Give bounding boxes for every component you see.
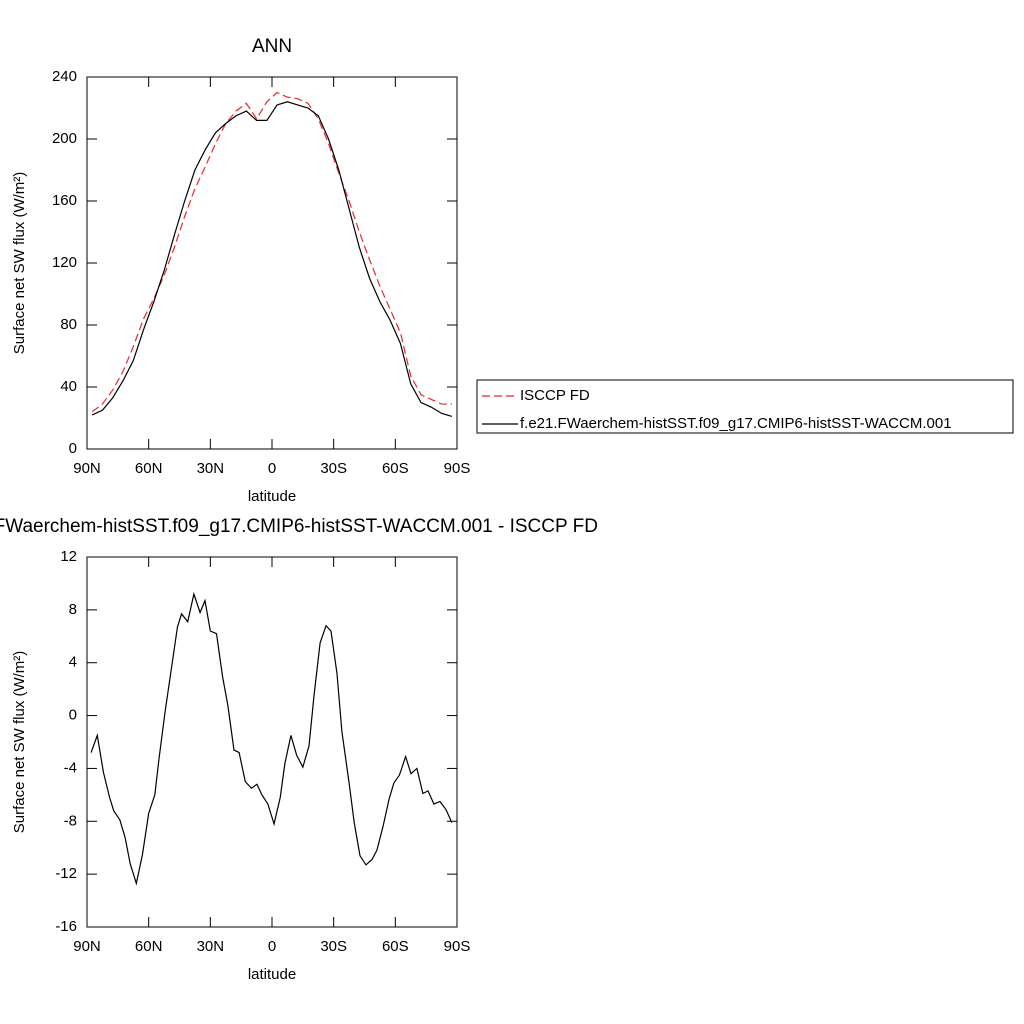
y-tick-label: 40 (60, 378, 77, 395)
y-tick-label: 12 (60, 548, 77, 565)
y-tick-label: 240 (52, 68, 77, 85)
data-line (91, 91, 452, 413)
y-tick-label: 0 (69, 440, 77, 457)
x-tick-label: 60S (382, 938, 409, 955)
chart-title: f.e21.FWaerchem-histSST.f09_g17.CMIP6-hi… (0, 516, 598, 537)
y-axis-label: Surface net SW flux (W/m²) (11, 172, 28, 355)
y-tick-label: 4 (69, 654, 77, 671)
data-line (91, 101, 453, 418)
x-tick-label: 30N (197, 938, 225, 955)
x-tick-label: 60N (135, 938, 163, 955)
plot-frame (86, 76, 458, 450)
legend-label: ISCCP FD (520, 387, 590, 404)
x-tick-label: 30S (320, 938, 347, 955)
x-tick-label: 30S (320, 460, 347, 477)
y-tick-label: -12 (55, 865, 77, 882)
x-tick-label: 90S (444, 938, 471, 955)
x-tick-label: 90N (73, 938, 101, 955)
x-tick-label: 30N (197, 460, 225, 477)
y-tick-label: 120 (52, 254, 77, 271)
x-tick-label: 60N (135, 460, 163, 477)
x-tick-label: 0 (268, 460, 276, 477)
legend-box (476, 379, 1014, 434)
y-tick-label: 80 (60, 316, 77, 333)
y-tick-label: 8 (69, 601, 77, 618)
x-axis-label: latitude (248, 488, 296, 505)
y-tick-label: 160 (52, 192, 77, 209)
y-tick-label: 0 (69, 707, 77, 724)
plot-frame (86, 556, 458, 928)
y-axis-label: Surface net SW flux (W/m²) (11, 651, 28, 834)
data-line (90, 591, 453, 886)
chart-title: ANN (252, 36, 292, 57)
x-axis-label: latitude (248, 966, 296, 983)
y-tick-label: -4 (64, 759, 77, 776)
x-tick-label: 90N (73, 460, 101, 477)
y-tick-label: 200 (52, 130, 77, 147)
legend-label: f.e21.FWaerchem-histSST.f09_g17.CMIP6-hi… (520, 415, 952, 432)
y-tick-label: -16 (55, 918, 77, 935)
y-tick-label: -8 (64, 812, 77, 829)
x-tick-label: 0 (268, 938, 276, 955)
x-tick-label: 90S (444, 460, 471, 477)
x-tick-label: 60S (382, 460, 409, 477)
